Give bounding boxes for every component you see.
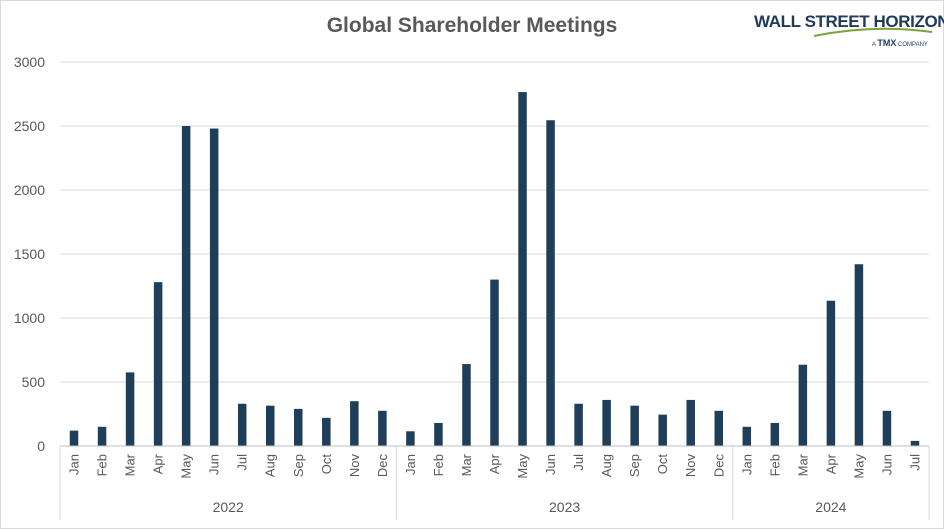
x-tick-label: Dec <box>375 454 390 478</box>
y-tick-label: 3000 <box>14 54 45 70</box>
x-tick-label: Apr <box>823 453 838 474</box>
x-tick-label: Mar <box>795 453 810 476</box>
bar <box>322 417 331 446</box>
x-tick-label: Jan <box>403 454 418 475</box>
x-tick-label: Jan <box>739 454 754 475</box>
bar <box>265 405 275 446</box>
x-tick-label: Feb <box>95 454 110 476</box>
x-tick-label: Jan <box>67 454 82 475</box>
year-group-label: 2024 <box>815 499 846 515</box>
x-tick-label: Sep <box>627 454 642 477</box>
bar <box>854 264 864 446</box>
bar <box>181 126 191 446</box>
bar <box>518 92 527 446</box>
bar <box>882 410 892 446</box>
bar <box>294 408 303 446</box>
chart-title: Global Shareholder Meetings <box>326 14 618 37</box>
bar <box>406 431 415 446</box>
bar <box>69 430 79 446</box>
year-group-label: 2023 <box>549 499 580 515</box>
bar <box>770 422 780 446</box>
bar <box>209 128 219 446</box>
bar <box>826 300 836 446</box>
y-tick-label: 1000 <box>14 310 45 326</box>
x-tick-label: Jul <box>235 454 250 471</box>
bar <box>742 426 752 446</box>
bar <box>546 120 555 447</box>
x-tick-label: Mar <box>123 453 138 476</box>
x-tick-label: May <box>515 454 530 479</box>
bar <box>798 364 808 446</box>
logo-swoosh-icon <box>813 27 933 37</box>
x-tick-label: Oct <box>319 454 334 475</box>
y-axis-ticks: 0 500 1000 1500 2000 2500 3000 <box>14 54 45 454</box>
bar <box>658 414 667 446</box>
bar <box>125 372 135 446</box>
x-tick-label: Mar <box>459 453 474 476</box>
y-tick-label: 1500 <box>14 246 45 262</box>
y-tick-label: 0 <box>37 438 45 454</box>
x-tick-label: Jun <box>207 454 222 475</box>
bar <box>630 405 639 446</box>
x-tick-label: Feb <box>431 454 446 476</box>
bar <box>686 399 695 446</box>
bar <box>97 426 107 446</box>
x-tick-label: Apr <box>487 453 502 474</box>
bar <box>602 399 611 446</box>
x-tick-label: May <box>851 454 866 479</box>
x-tick-label: Nov <box>347 454 362 478</box>
bar <box>237 403 247 446</box>
x-tick-label: Apr <box>151 453 166 474</box>
x-tick-label: Aug <box>263 454 278 477</box>
y-tick-label: 500 <box>22 374 46 390</box>
x-tick-label: Dec <box>711 454 726 478</box>
bar <box>910 440 920 446</box>
bar <box>574 403 583 446</box>
y-tick-label: 2000 <box>14 182 45 198</box>
x-tick-label: Nov <box>683 454 698 478</box>
bar <box>714 410 724 446</box>
x-tick-label: Sep <box>291 454 306 477</box>
logo-tagline: A TMX COMPANY <box>872 38 928 48</box>
x-tick-label: Jun <box>543 454 558 475</box>
x-tick-label: Feb <box>767 454 782 476</box>
x-tick-label: May <box>179 454 194 479</box>
bar <box>434 422 443 446</box>
x-tick-label: Jul <box>907 454 922 471</box>
x-tick-label: Jul <box>571 454 586 471</box>
x-axis: Jan Feb Mar Apr May Jun Jul Aug Sep Oct Nov Dec 2022… <box>59 445 930 520</box>
x-tick-label: Oct <box>655 454 670 475</box>
y-tick-label: 2500 <box>14 118 45 134</box>
logo-wordmark: WALL STREET HORIZON <box>754 12 944 31</box>
bar <box>350 401 359 446</box>
bar <box>378 410 387 446</box>
year-group-label: 2022 <box>213 499 244 515</box>
bar <box>462 364 471 446</box>
x-tick-label: Aug <box>599 454 614 477</box>
bar <box>490 279 499 446</box>
wall-street-horizon-logo: WALL STREET HORIZON A TMX COMPANY <box>754 12 944 54</box>
bar <box>153 282 163 446</box>
x-tick-label: Jun <box>879 454 894 475</box>
bars <box>69 92 920 447</box>
